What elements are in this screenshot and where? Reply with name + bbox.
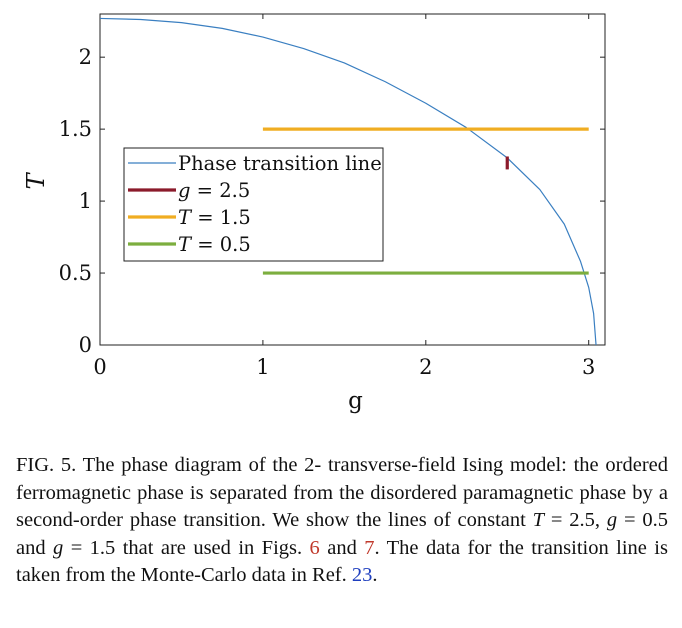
caption-text: and — [319, 536, 365, 559]
caption-text: = 0.5 and — [16, 509, 669, 559]
axes-box — [99, 13, 606, 346]
legend-label: T = 0.5 — [178, 233, 251, 256]
y-axis-label: T — [22, 172, 50, 190]
caption-symbol: g — [606, 509, 618, 531]
caption-text: . The data for the transition line is ta… — [16, 536, 668, 587]
figure-ref-link[interactable]: 6 — [309, 536, 320, 559]
caption-text: The phase diagram of the 2- transverse-f… — [16, 454, 668, 531]
x-tick-label: 3 — [582, 355, 595, 379]
caption-symbol: g — [53, 536, 64, 559]
caption-text: = 2.5, — [544, 509, 607, 531]
y-tick-label: 2 — [79, 45, 92, 69]
legend-label: Phase transition line — [178, 152, 382, 175]
x-tick-label: 1 — [256, 355, 269, 379]
phase-diagram-figure: 0 1 2 3 0 0.5 1 1.5 2 g T Phase transition line g = … — [22, 13, 606, 414]
x-tick-label: 0 — [93, 355, 106, 379]
caption-text: . — [372, 564, 378, 586]
y-tick-label: 0 — [79, 333, 92, 357]
y-tick-label: 0.5 — [59, 261, 92, 285]
caption-symbol: T — [532, 509, 545, 531]
x-axis-label: g — [348, 388, 363, 414]
caption-lead: FIG. 5. — [16, 454, 77, 476]
citation-link[interactable]: 23 — [351, 564, 373, 586]
legend-label: T = 1.5 — [178, 206, 251, 229]
figure-ref-link[interactable]: 7 — [364, 536, 375, 559]
caption-text: = 1.5 that are used in Figs. — [63, 536, 310, 559]
legend-box — [123, 147, 384, 262]
plot-area: 0 1 2 3 0 0.5 1 1.5 2 g T Phase transition line g = … — [22, 13, 606, 414]
series-line — [99, 17, 597, 346]
figure-caption: FIG. 5. The phase diagram of the 2- tran… — [16, 452, 668, 590]
x-tick-label: 2 — [419, 355, 432, 379]
legend-label: g = 2.5 — [178, 179, 250, 202]
y-tick-label: 1.5 — [59, 117, 92, 141]
y-tick-label: 1 — [79, 189, 92, 213]
